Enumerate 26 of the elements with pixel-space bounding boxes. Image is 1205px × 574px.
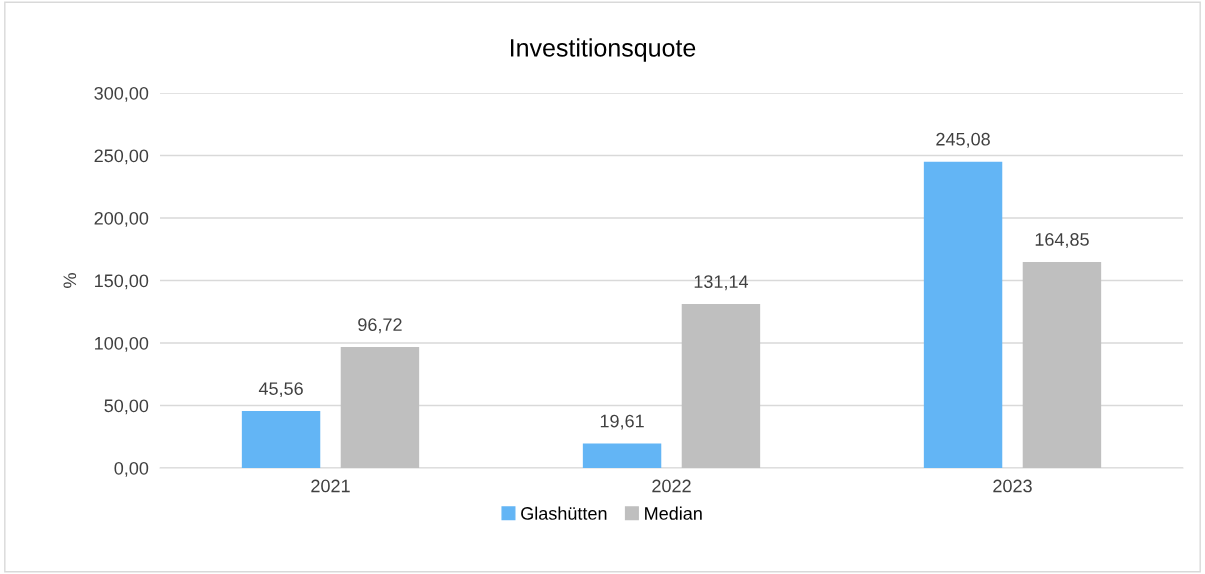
data-label: 45,56 bbox=[258, 382, 303, 398]
data-label: 19,61 bbox=[600, 414, 644, 430]
bar bbox=[241, 411, 321, 468]
y-axis-title: % bbox=[63, 273, 77, 288]
chart-title: Investitionsquote bbox=[511, 38, 696, 62]
data-label: 131,14 bbox=[694, 275, 749, 291]
data-label: 245,08 bbox=[936, 132, 990, 148]
y-tick-label: 200,00 bbox=[94, 211, 149, 227]
bar bbox=[340, 347, 420, 468]
x-tick-label: 2021 bbox=[311, 479, 350, 493]
bar bbox=[1022, 261, 1102, 468]
legend-label: Glashütten bbox=[521, 506, 607, 520]
y-tick-label: 250,00 bbox=[94, 149, 149, 165]
legend-label: Median bbox=[645, 506, 702, 520]
y-tick-label: 150,00 bbox=[95, 274, 149, 290]
y-tick-label: 50,00 bbox=[104, 399, 149, 415]
data-label: 96,72 bbox=[358, 318, 402, 334]
x-tick-label: 2022 bbox=[652, 479, 691, 493]
bar bbox=[681, 304, 761, 468]
y-tick-label: 0,00 bbox=[114, 461, 149, 477]
bar bbox=[923, 161, 1003, 468]
bar bbox=[582, 443, 662, 468]
x-tick-label: 2023 bbox=[993, 479, 1032, 493]
y-tick-label: 300,00 bbox=[94, 86, 149, 102]
y-tick-label: 100,00 bbox=[95, 336, 149, 352]
data-label: 164,85 bbox=[1035, 233, 1089, 248]
